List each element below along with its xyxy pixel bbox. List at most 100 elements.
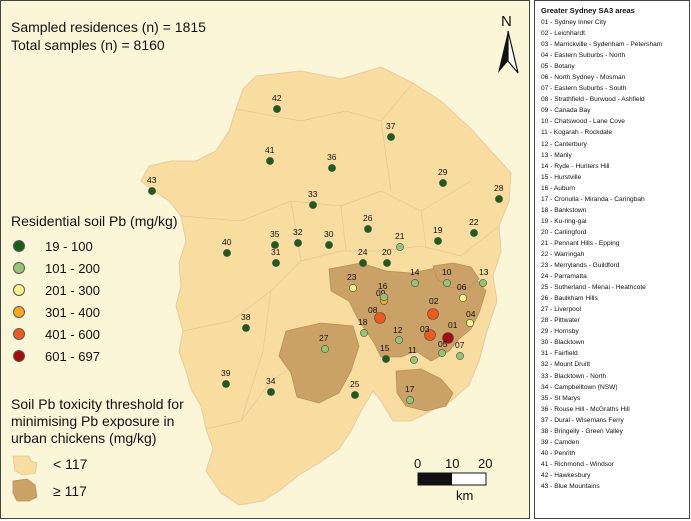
sa3-legend-item: 18 - Bankstown [541, 206, 587, 214]
sample-site-label: 39 [221, 368, 231, 378]
sample-site-label: 16 [378, 281, 388, 291]
pb-legend-item: 301 - 400 [13, 303, 100, 321]
sample-site-point [466, 319, 474, 327]
sa3-legend-item: 33 - Blacktown - North [541, 372, 607, 380]
pb-legend-item: 201 - 300 [13, 281, 100, 299]
sa3-legend-item: 28 - Pittwater [541, 317, 580, 325]
sample-site-point [406, 396, 414, 404]
north-arrow [498, 30, 519, 74]
sample-site-point [359, 259, 367, 267]
sample-site-label: 05 [438, 339, 448, 349]
sa3-legend-item: 12 - Canterbury [541, 140, 587, 148]
sa3-legend-item: 42 - Hawkesbury [541, 471, 591, 479]
pb-class-label: 101 - 200 [45, 260, 100, 276]
sample-site-label: 20 [382, 247, 392, 257]
sa3-legend-item: 19 - Ku-ring-gai [541, 217, 587, 225]
sa3-legend-list: 01 - Sydney Inner City 02 - Leichhardt 03 … [535, 17, 689, 492]
sample-site-label: 43 [147, 175, 157, 185]
sa3-legend-item: 26 - Baulkham Hills [541, 295, 598, 303]
sample-site-point [222, 380, 230, 388]
sample-site-label: 01 [448, 320, 458, 330]
sa3-legend-panel: Greater Sydney SA3 areas 01 - Sydney Inn… [534, 0, 690, 519]
sample-site-label: 37 [386, 121, 396, 131]
sa3-legend-item: 43 - Blue Mountains [541, 482, 600, 490]
sample-site-label: 27 [319, 333, 329, 343]
pb-legend-item: 601 - 697 [13, 347, 100, 365]
sa3-legend-item: 16 - Auburn [541, 184, 576, 192]
tox-legend-above: ≥ 117 [41, 480, 87, 502]
sample-site-label: 29 [438, 167, 448, 177]
pb-legend-item: 401 - 600 [13, 325, 100, 343]
sample-site-label: 09 [376, 288, 386, 298]
sample-site-label: 31 [271, 247, 281, 257]
sa3-legend-item: 39 - Camden [541, 438, 580, 446]
sample-site-label: 13 [479, 267, 489, 277]
sample-site-label: 24 [358, 247, 368, 257]
pb-class-swatch [13, 284, 25, 296]
sampled-residences: Sampled residences (n) = 1815 [11, 19, 206, 35]
sample-site-point [148, 187, 156, 195]
sample-site-label: 23 [347, 272, 357, 282]
sample-site-label: 42 [272, 93, 282, 103]
map-frame: 01 02 03 04 05 06 07 08 09 10 11 12 13 14 15 16 17 18 19 20… [0, 0, 530, 519]
sample-site-point [438, 349, 446, 357]
sa3-legend-item: 04 - Eastern Suburbs - North [541, 52, 626, 60]
scale-tick-0: 0 [414, 456, 422, 471]
sa3-legend-item: 35 - St Marys [541, 394, 581, 402]
pb-class-label: 201 - 300 [45, 282, 100, 298]
sample-site-point [364, 225, 372, 233]
sample-site-point [395, 336, 403, 344]
sa3-legend-item: 09 - Canada Bay [541, 107, 591, 115]
sample-site-point [410, 356, 418, 364]
sample-site-point [383, 259, 391, 267]
sample-site-label: 19 [433, 225, 443, 235]
sample-site-point [271, 241, 279, 249]
sample-site-label: 17 [405, 384, 415, 394]
pb-legend-item: 101 - 200 [13, 259, 100, 277]
sample-site-label: 22 [469, 217, 479, 227]
sa3-legend-item: 38 - Bringelly - Green Valley [541, 427, 623, 435]
sa3-legend-item: 17 - Cronulla - Miranda - Caringbah [541, 195, 645, 203]
sa3-legend-item: 10 - Chatswood - Lane Cove [541, 118, 625, 126]
pb-class-label: 601 - 697 [45, 348, 100, 364]
sample-site-label: 40 [222, 237, 232, 247]
sa3-legend-item: 20 - Carlingford [541, 228, 587, 236]
pb-class-swatch [13, 306, 25, 318]
sample-site-point [272, 259, 280, 267]
sample-site-point [349, 284, 357, 292]
sample-site-point [223, 249, 231, 257]
sa3-legend-item: 21 - Pennant Hills - Epping [541, 239, 620, 247]
pb-class-swatch [13, 328, 25, 340]
sample-site-label: 30 [324, 229, 334, 239]
sample-site-point [459, 294, 467, 302]
sample-site-point [294, 239, 302, 247]
sample-site-point [267, 388, 275, 396]
sa3-boundaries [180, 82, 500, 430]
sample-site-label: 11 [408, 345, 417, 355]
sa3-legend-item: 08 - Strathfield - Burwood - Ashfield [541, 96, 645, 104]
sample-site-point [321, 345, 329, 353]
sample-site-point [374, 312, 386, 324]
sample-site-label: 28 [494, 183, 504, 193]
sa3-legend-item: 24 - Parramatta [541, 273, 587, 281]
sa3-legend-item: 30 - Blacktown [541, 339, 585, 347]
pb-class-label: 19 - 100 [45, 238, 93, 254]
scale-tick-10: 10 [445, 456, 460, 471]
sample-site-label: 03 [420, 324, 430, 334]
sa3-legend-item: 41 - Richmond - Windsor [541, 460, 614, 468]
sa3-legend-item: 22 - Warringah [541, 250, 585, 258]
sa3-legend-item: 03 - Marrickville - Sydenham - Petersham [541, 41, 663, 49]
sa3-legend-item: 14 - Ryde - Hunters Hill [541, 162, 610, 170]
sample-site-label: 14 [410, 267, 420, 277]
sample-site-point [382, 355, 390, 363]
north-arrow-label: N [501, 13, 512, 30]
sample-site-point [495, 195, 503, 203]
sa3-legend-item: 31 - Fairfield [541, 350, 578, 358]
tox-swatch-above [12, 478, 38, 502]
sa3-legend-item: 01 - Sydney Inner City [541, 19, 607, 26]
sa3-legend-title: Greater Sydney SA3 areas [541, 6, 635, 15]
scale-unit: km [456, 488, 474, 503]
pb-class-swatch [13, 262, 25, 274]
sa3-legend-item: 25 - Sutherland - Menai - Heathcote [541, 284, 646, 292]
sample-site-point [427, 308, 439, 320]
